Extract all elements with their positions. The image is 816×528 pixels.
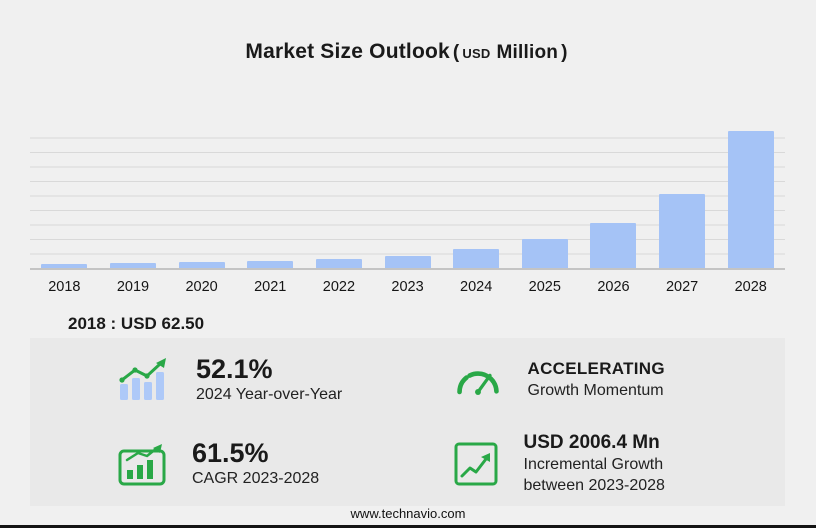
x-axis-label-2019: 2019 — [116, 279, 150, 295]
bar-2023 — [384, 255, 431, 268]
x-axis-label-2028: 2028 — [734, 279, 767, 295]
bar-2022 — [315, 259, 362, 268]
chart-title-main: Market Size Outlook — [245, 40, 450, 63]
x-axis-label-2027: 2027 — [665, 279, 699, 295]
bottom-divider — [0, 525, 816, 528]
bar-2026 — [590, 222, 637, 268]
yoy-value: 52.1% — [196, 354, 273, 385]
bar-slot-2018 — [30, 125, 99, 268]
unit-close-paren: ) — [561, 42, 568, 63]
speedometer-icon — [454, 363, 502, 397]
bar-2024 — [453, 249, 500, 268]
bar-slot-2019 — [99, 125, 168, 268]
bar-2018 — [41, 264, 88, 268]
bar-growth-icon — [118, 358, 170, 402]
bar-slot-2021 — [236, 125, 305, 268]
stat-cagr: 61.5% CAGR 2023-2028 — [30, 422, 408, 506]
base-year-value-label: 2018 : USD 62.50 — [68, 314, 205, 333]
x-axis-label-2021: 2021 — [254, 279, 287, 295]
bar-2019 — [109, 263, 156, 268]
x-axis-label-2025: 2025 — [528, 279, 561, 295]
stat-yoy: 52.1% 2024 Year-over-Year — [30, 338, 408, 422]
incremental-value: USD 2006.4 Mn — [523, 432, 660, 454]
bar-slot-2024 — [442, 125, 511, 268]
x-axis-label-2022: 2022 — [322, 279, 356, 295]
market-size-bar-chart: 2018 2019 2020 2021 2022 2023 2024 2025 2026 2027… — [30, 125, 785, 295]
unit-currency: USD — [462, 46, 491, 61]
bar-slot-2020 — [167, 125, 236, 268]
unit-open-paren: ( — [452, 42, 460, 63]
bar-slot-2023 — [373, 125, 442, 268]
x-axis-label-2026: 2026 — [597, 279, 630, 295]
bar-2028 — [727, 130, 774, 268]
footer-url: www.technavio.com — [350, 506, 466, 521]
bar-slot-2022 — [305, 125, 374, 268]
chart-title: Market Size Outlook(USD Million) — [0, 40, 816, 64]
x-axis-labels: 2018 2019 2020 2021 2022 2023 2024 2025 2026 2027… — [30, 279, 785, 295]
bar-slot-2027 — [648, 125, 717, 268]
bar-slot-2025 — [510, 125, 579, 268]
bar-2025 — [521, 238, 568, 268]
x-axis-label-2020: 2020 — [185, 279, 218, 295]
x-axis-label-2023: 2023 — [391, 279, 424, 295]
stats-panel: 52.1% 2024 Year-over-Year ACCELERATING G… — [30, 338, 785, 506]
bar-slot-2026 — [579, 125, 648, 268]
yoy-label: 2024 Year-over-Year — [196, 386, 343, 404]
incremental-label-line2: between 2023-2028 — [523, 476, 665, 494]
unit-word: Million — [496, 42, 559, 63]
momentum-value: ACCELERATING — [527, 359, 665, 379]
plot-area — [30, 125, 785, 270]
bar-2020 — [178, 262, 225, 268]
x-axis-label-2024: 2024 — [460, 279, 493, 295]
x-axis-label-2018: 2018 — [48, 279, 81, 295]
bar-slot-2028 — [716, 125, 785, 268]
bar-2021 — [247, 261, 294, 268]
momentum-label: Growth Momentum — [527, 382, 664, 400]
bar-2027 — [659, 194, 706, 268]
stat-incremental-growth: USD 2006.4 Mn Incremental Growth between… — [408, 422, 786, 506]
incremental-label-line1: Incremental Growth — [523, 456, 664, 474]
cagr-value: 61.5% — [192, 438, 269, 469]
cagr-label: CAGR 2023-2028 — [192, 470, 320, 488]
stat-momentum: ACCELERATING Growth Momentum — [408, 338, 786, 422]
incremental-growth-icon — [454, 442, 498, 486]
cagr-chart-icon — [118, 441, 166, 487]
